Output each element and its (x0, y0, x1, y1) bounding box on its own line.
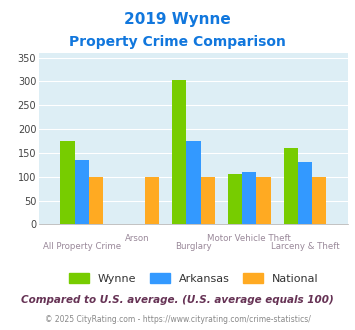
Bar (284, 148, 298, 224)
Text: Arson: Arson (125, 234, 150, 243)
Bar (242, 172, 256, 224)
Bar (228, 174, 242, 224)
Bar (201, 177, 215, 224)
Legend: Wynne, Arkansas, National: Wynne, Arkansas, National (69, 273, 318, 284)
Text: Compared to U.S. average. (U.S. average equals 100): Compared to U.S. average. (U.S. average … (21, 295, 334, 305)
Bar (172, 81, 186, 224)
Text: Motor Vehicle Theft: Motor Vehicle Theft (207, 234, 291, 243)
Bar (145, 177, 159, 224)
Text: © 2025 CityRating.com - https://www.cityrating.com/crime-statistics/: © 2025 CityRating.com - https://www.city… (45, 315, 310, 324)
Text: Burglary: Burglary (175, 243, 212, 251)
Text: Property Crime Comparison: Property Crime Comparison (69, 35, 286, 49)
Text: Larceny & Theft: Larceny & Theft (271, 243, 339, 251)
Text: 2019 Wynne: 2019 Wynne (124, 12, 231, 26)
Bar (75, 160, 89, 224)
Text: All Property Crime: All Property Crime (43, 243, 121, 251)
Bar (312, 177, 327, 224)
Bar (298, 162, 312, 224)
Bar (256, 177, 271, 224)
Bar (186, 141, 201, 224)
Bar (60, 141, 75, 224)
Bar (89, 177, 103, 224)
